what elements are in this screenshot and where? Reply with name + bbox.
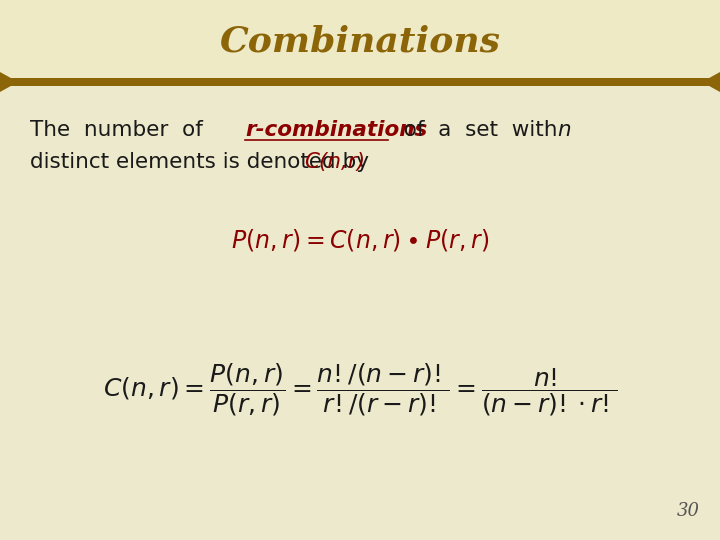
Text: C(n,r): C(n,r) (304, 152, 365, 172)
FancyBboxPatch shape (0, 0, 720, 82)
Polygon shape (0, 72, 18, 92)
Text: 30: 30 (677, 502, 700, 520)
Text: $C(n,r) = \dfrac{P(n,r)}{P(r,r)} = \dfrac{n!/(n-r)!}{r!/(r-r)!} = \dfrac{n!}{(n-: $C(n,r) = \dfrac{P(n,r)}{P(r,r)} = \dfra… (103, 362, 617, 418)
Polygon shape (702, 72, 720, 92)
Text: Combinations: Combinations (220, 25, 500, 59)
Polygon shape (0, 78, 20, 86)
Text: distinct elements is denoted by: distinct elements is denoted by (30, 152, 376, 172)
Bar (0, 78, 720, 86)
Text: of  a  set  with: of a set with (390, 120, 557, 140)
Text: The  number  of: The number of (30, 120, 210, 140)
Text: $P(n,r) = C(n,r) \bullet P(r,r)$: $P(n,r) = C(n,r) \bullet P(r,r)$ (231, 227, 489, 253)
Text: r-combinations: r-combinations (245, 120, 427, 140)
Text: n: n (557, 120, 571, 140)
